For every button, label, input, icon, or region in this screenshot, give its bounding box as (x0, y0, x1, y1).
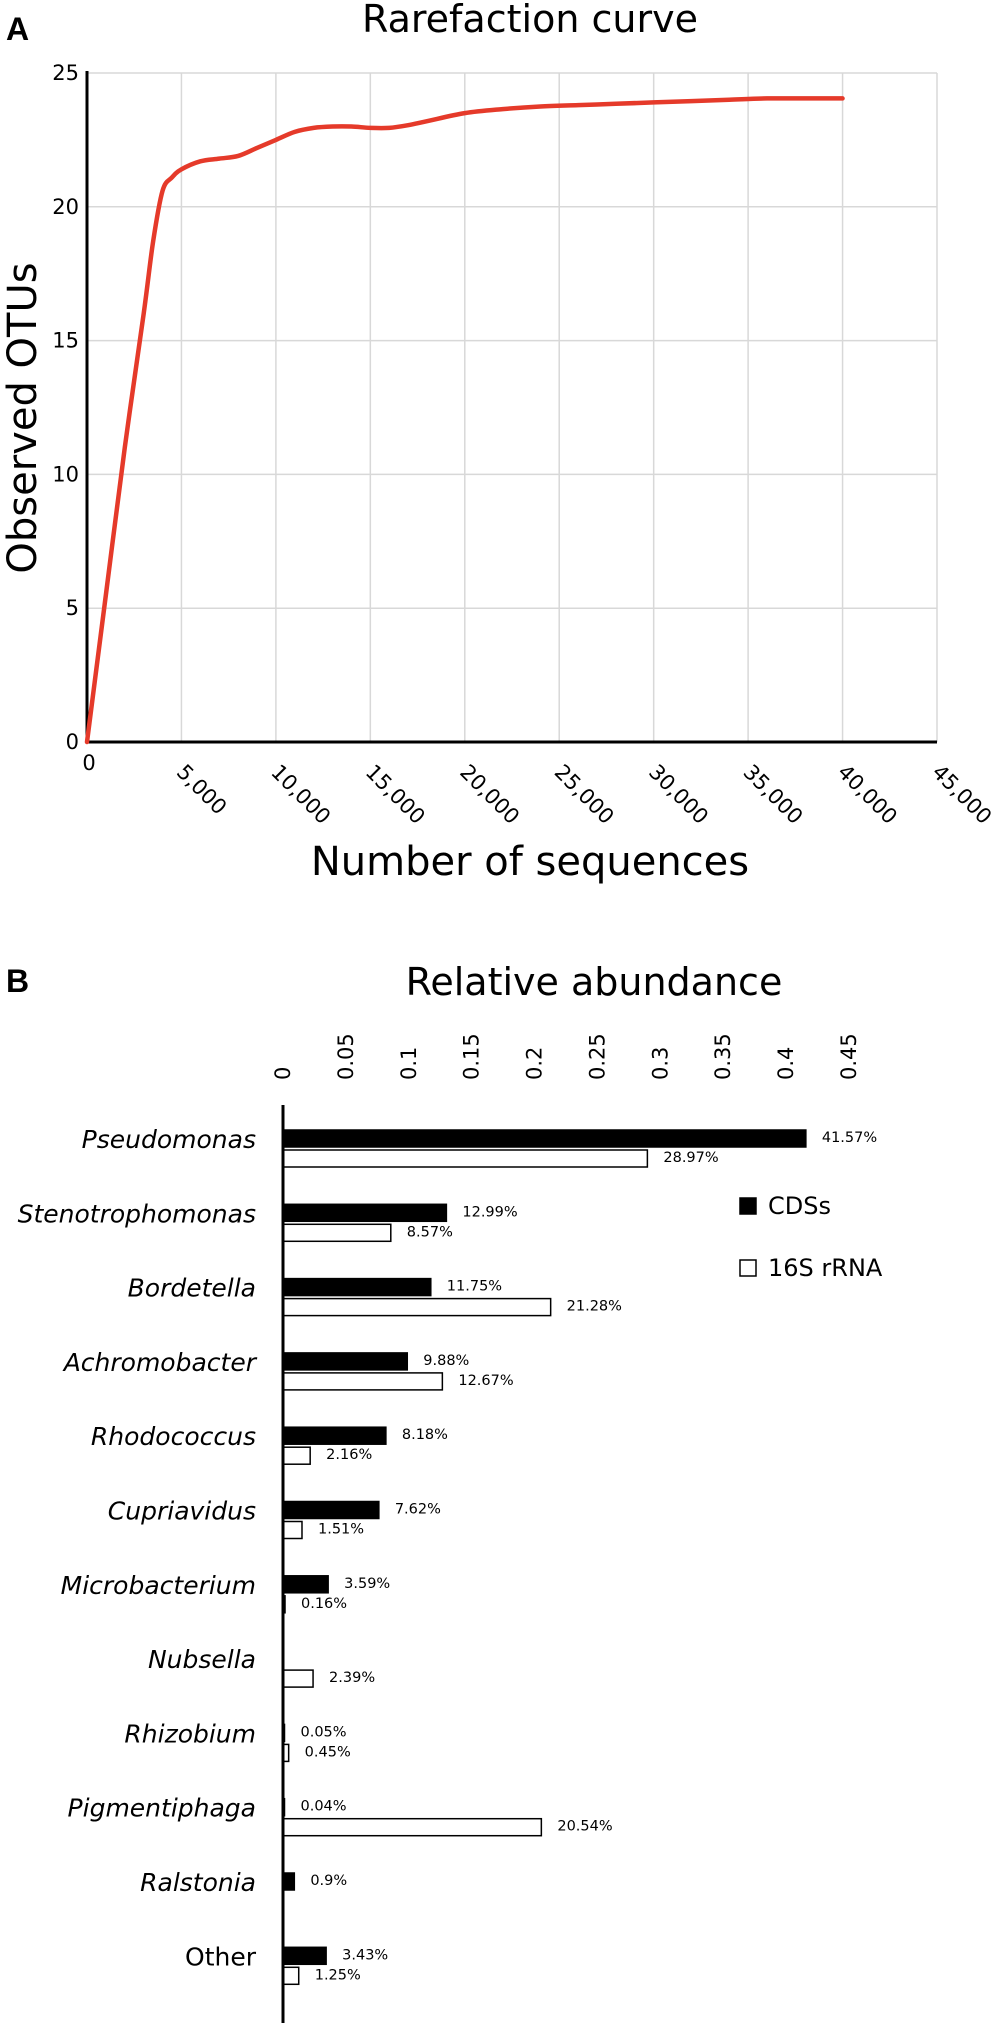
abundance-x-tick-label: 0 (271, 1067, 295, 1080)
data-label-16s-rrna-cupriavidus: 1.51% (318, 1522, 364, 1538)
data-label-16s-rrna-bordetella: 21.28% (567, 1299, 622, 1315)
rarefaction-x-tick-label: 20,000 (455, 760, 524, 829)
bar-cdss-pseudomonas (282, 1129, 807, 1148)
rarefaction-ticks: 0 5,000 10,000 15,000 20,000 25,000 30,000 35,0… (52, 61, 993, 829)
rarefaction-series (84, 96, 845, 745)
bar-16s-rrna-other (282, 1966, 300, 1986)
rarefaction-axes (85, 71, 937, 744)
category-label-bordetella: Bordetella (128, 1274, 256, 1303)
abundance-x-tick-label: 0.2 (523, 1047, 547, 1080)
legend-label-16s-rrna: 16S rRNA (768, 1254, 883, 1282)
data-label-cdss-rhodococcus: 8.18% (402, 1427, 448, 1443)
rarefaction-y-tick-label: 25 (52, 61, 79, 85)
abundance-x-tick-label: 0.3 (648, 1047, 672, 1080)
category-label-achromobacter: Achromobacter (62, 1348, 258, 1377)
rarefaction-y-tick-label: 5 (66, 596, 79, 620)
rarefaction-x-tick-label: 45,000 (927, 760, 993, 829)
category-label-other: Other (185, 1942, 257, 1971)
rarefaction-y-tick-label: 10 (52, 462, 79, 486)
category-label-cupriavidus: Cupriavidus (108, 1497, 256, 1526)
bar-cdss-ralstonia (282, 1872, 296, 1891)
category-label-rhizobium: Rhizobium (124, 1719, 256, 1748)
data-label-16s-rrna-stenotrophomonas: 8.57% (407, 1224, 453, 1240)
rarefaction-line (84, 96, 845, 745)
bar-cdss-stenotrophomonas (282, 1203, 448, 1223)
abundance-x-tick-label: 0.4 (774, 1047, 798, 1080)
bar-cdss-other (282, 1946, 327, 1966)
abundance-bars (282, 1129, 807, 1986)
abundance-x-tick-label: 0.1 (397, 1047, 421, 1080)
data-label-16s-rrna-rhizobium: 0.45% (305, 1744, 351, 1760)
legend-swatch-cdss (739, 1197, 757, 1215)
bar-16s-rrna-pigmentiphaga (282, 1817, 543, 1837)
panel-b-letter: B (6, 963, 29, 999)
data-label-cdss-ralstonia: 0.9% (310, 1873, 347, 1889)
rarefaction-y-tick-label: 15 (52, 329, 79, 353)
rarefaction-x-tick-label: 0 (82, 751, 95, 775)
legend-label-cdss: CDSs (768, 1192, 831, 1220)
bar-cdss-rhodococcus (282, 1426, 387, 1445)
abundance-x-tick-label: 0.25 (585, 1033, 609, 1080)
data-label-cdss-rhizobium: 0.05% (301, 1724, 347, 1740)
abundance-categories: Pseudomonas Stenotrophomonas Bordetella Ach… (18, 1125, 258, 1971)
abundance-x-tick-label: 0.35 (711, 1033, 735, 1080)
category-label-pigmentiphaga: Pigmentiphaga (68, 1794, 256, 1823)
bar-cdss-microbacterium (282, 1575, 329, 1594)
category-label-pseudomonas: Pseudomonas (82, 1125, 256, 1154)
abundance-x-tick-label: 0.05 (334, 1033, 358, 1080)
abundance-title: Relative abundance (406, 960, 783, 1004)
data-label-cdss-pigmentiphaga: 0.04% (301, 1799, 347, 1815)
bar-16s-rrna-pseudomonas (282, 1149, 649, 1168)
category-label-stenotrophomonas: Stenotrophomonas (18, 1199, 256, 1228)
data-label-cdss-other: 3.43% (342, 1947, 388, 1963)
rarefaction-title: Rarefaction curve (362, 0, 698, 41)
data-label-16s-rrna-achromobacter: 12.67% (458, 1373, 513, 1389)
rarefaction-x-tick-label: 35,000 (739, 760, 808, 829)
category-label-microbacterium: Microbacterium (61, 1571, 256, 1600)
abundance-ticks: 0 0.05 0.1 0.15 0.2 0.25 0.3 0.35 0.4 0.45 (271, 1033, 861, 1080)
rarefaction-x-tick-label: 15,000 (361, 760, 430, 829)
rarefaction-grid (87, 72, 938, 742)
bar-16s-rrna-nubsella (282, 1669, 314, 1688)
category-label-rhodococcus: Rhodococcus (91, 1422, 256, 1451)
data-label-cdss-stenotrophomonas: 12.99% (462, 1204, 517, 1220)
legend-swatch-16s-rrna (739, 1259, 757, 1277)
data-label-16s-rrna-microbacterium: 0.16% (301, 1596, 347, 1612)
data-label-cdss-cupriavidus: 7.62% (395, 1502, 441, 1518)
abundance-x-tick-label: 0.15 (460, 1033, 484, 1080)
bar-16s-rrna-rhodococcus (282, 1446, 311, 1465)
bar-cdss-cupriavidus (282, 1500, 380, 1520)
data-label-16s-rrna-nubsella: 2.39% (329, 1670, 375, 1686)
rarefaction-y-tick-label: 0 (66, 730, 79, 754)
data-label-cdss-achromobacter: 9.88% (423, 1353, 469, 1369)
category-label-nubsella: Nubsella (148, 1645, 256, 1674)
legend: CDSs 16S rRNA (739, 1192, 883, 1282)
panel-a-letter: A (6, 11, 29, 47)
rarefaction-x-tick-label: 10,000 (266, 760, 335, 829)
data-label-cdss-bordetella: 11.75% (447, 1279, 502, 1295)
data-label-16s-rrna-pseudomonas: 28.97% (663, 1150, 718, 1166)
bar-16s-rrna-bordetella (282, 1297, 552, 1317)
data-label-16s-rrna-pigmentiphaga: 20.54% (557, 1819, 612, 1835)
rarefaction-x-tick-label: 40,000 (833, 760, 902, 829)
rarefaction-y-label: Observed OTUs (0, 262, 46, 573)
data-label-16s-rrna-rhodococcus: 2.16% (326, 1447, 372, 1463)
category-label-ralstonia: Ralstonia (140, 1868, 256, 1897)
bar-16s-rrna-stenotrophomonas (282, 1223, 392, 1243)
data-label-16s-rrna-other: 1.25% (315, 1967, 361, 1983)
rarefaction-x-tick-label: 5,000 (172, 760, 231, 819)
abundance-data-labels: 41.57% 28.97% 12.99% 8.57% 11.75% 21.28% 9.88%… (301, 1130, 878, 1983)
rarefaction-x-tick-label: 30,000 (644, 760, 713, 829)
abundance-x-tick-label: 0.45 (837, 1033, 861, 1080)
rarefaction-x-tick-label: 25,000 (550, 760, 619, 829)
bar-16s-rrna-cupriavidus (282, 1520, 303, 1540)
bar-cdss-achromobacter (282, 1352, 409, 1371)
rarefaction-x-label: Number of sequences (311, 839, 749, 885)
bar-16s-rrna-achromobacter (282, 1372, 444, 1391)
bar-cdss-bordetella (282, 1277, 432, 1297)
data-label-cdss-microbacterium: 3.59% (344, 1576, 390, 1592)
data-label-cdss-pseudomonas: 41.57% (822, 1130, 877, 1146)
rarefaction-y-tick-label: 20 (52, 195, 79, 219)
